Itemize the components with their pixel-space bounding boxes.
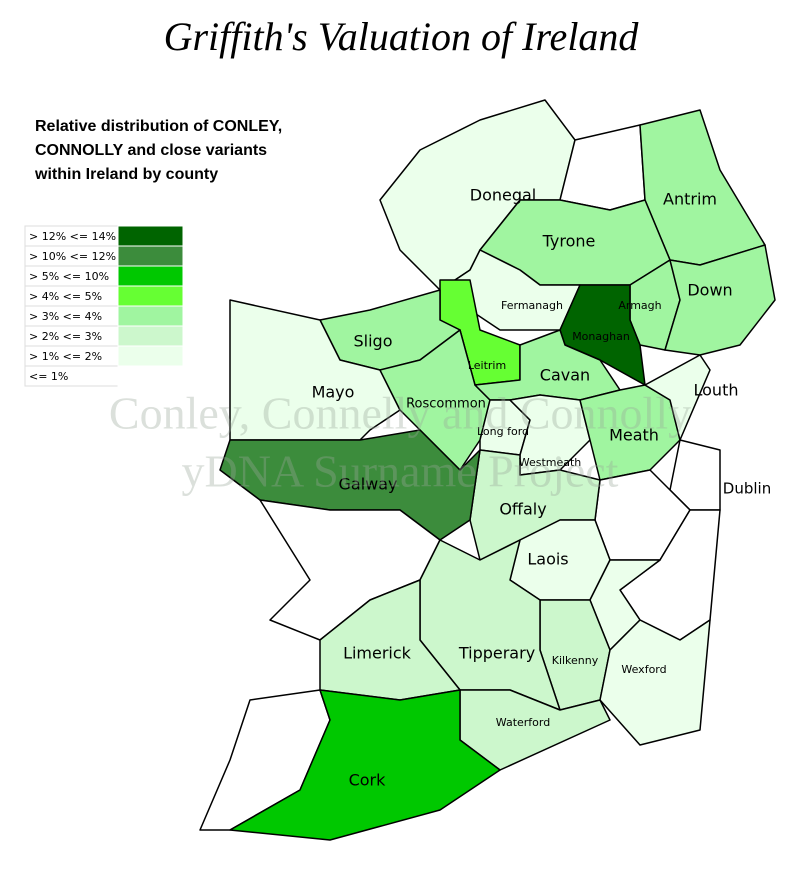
legend-label: > 2% <= 3%	[29, 330, 102, 343]
legend-swatch	[117, 345, 184, 367]
legend-swatch	[117, 225, 184, 247]
county-label: Cavan	[540, 366, 590, 385]
legend-label: > 10% <= 12%	[29, 250, 116, 263]
county-label: Donegal	[470, 186, 537, 205]
county-label: Tipperary	[458, 644, 535, 663]
county	[644, 354, 711, 441]
legend-swatch	[117, 285, 184, 307]
subtitle-line: Relative distribution of CONLEY,	[35, 118, 282, 135]
county-label: Laois	[527, 550, 568, 569]
county-label: Tyrone	[542, 232, 596, 251]
counties	[199, 99, 776, 841]
county-label: Long ford	[477, 425, 529, 438]
county-label: Monaghan	[572, 330, 630, 343]
legend-swatch	[117, 245, 184, 267]
county-label: Louth	[694, 381, 739, 400]
county-label: Sligo	[354, 332, 393, 351]
county-label: Roscommon	[406, 397, 486, 412]
legend-label: > 1% <= 2%	[29, 350, 102, 363]
county-label: Cork	[349, 771, 387, 790]
legend-swatch	[117, 265, 184, 287]
county-label: Wexford	[621, 663, 666, 676]
county	[219, 429, 481, 541]
legend-swatch	[117, 325, 184, 347]
legend-label: > 4% <= 5%	[29, 290, 102, 303]
subtitle-line: CONNOLLY and close variants	[35, 142, 267, 159]
county-label: Offaly	[499, 500, 546, 519]
county-label: Limerick	[343, 644, 412, 663]
county-label: Down	[687, 281, 732, 300]
subtitle-line: within Ireland by county	[34, 166, 218, 183]
legend-label: > 12% <= 14%	[29, 230, 116, 243]
county-label: Antrim	[663, 190, 717, 209]
county-label: Dublin	[723, 480, 771, 498]
county	[599, 619, 711, 746]
watermark-text: yDNA Surname Project	[182, 446, 619, 497]
county-label: Meath	[609, 426, 659, 445]
legend-swatch	[117, 365, 184, 387]
county	[664, 244, 776, 356]
watermark-text: Conley, Connelly and Connolly	[109, 388, 691, 439]
county-label: Fermanagh	[501, 299, 563, 312]
county-label: Waterford	[496, 716, 550, 729]
county-label: Kilkenny	[552, 654, 599, 667]
watermark: Conley, Connelly and Connolly yDNA Surnam…	[109, 388, 691, 497]
county-label: Mayo	[312, 383, 355, 402]
county-label: Leitrim	[468, 359, 506, 372]
map-title: Griffith's Valuation of Ireland	[164, 14, 640, 59]
legend: > 12% <= 14% > 10% <= 12% > 5% <= 10% > 4% …	[24, 225, 184, 387]
subtitle: Relative distribution of CONLEY, CONNOLLY…	[34, 118, 282, 183]
county-labels: Donegal Antrim Tyrone Fermanagh Armagh Down Mo…	[312, 186, 772, 790]
county-label: Armagh	[618, 299, 661, 312]
legend-label: > 5% <= 10%	[29, 270, 109, 283]
county-label: Galway	[338, 475, 397, 494]
legend-swatch	[117, 305, 184, 327]
county-label: Westmeath	[519, 456, 582, 469]
legend-label: > 3% <= 4%	[29, 310, 102, 323]
county	[229, 689, 501, 841]
legend-label: <= 1%	[29, 370, 68, 383]
